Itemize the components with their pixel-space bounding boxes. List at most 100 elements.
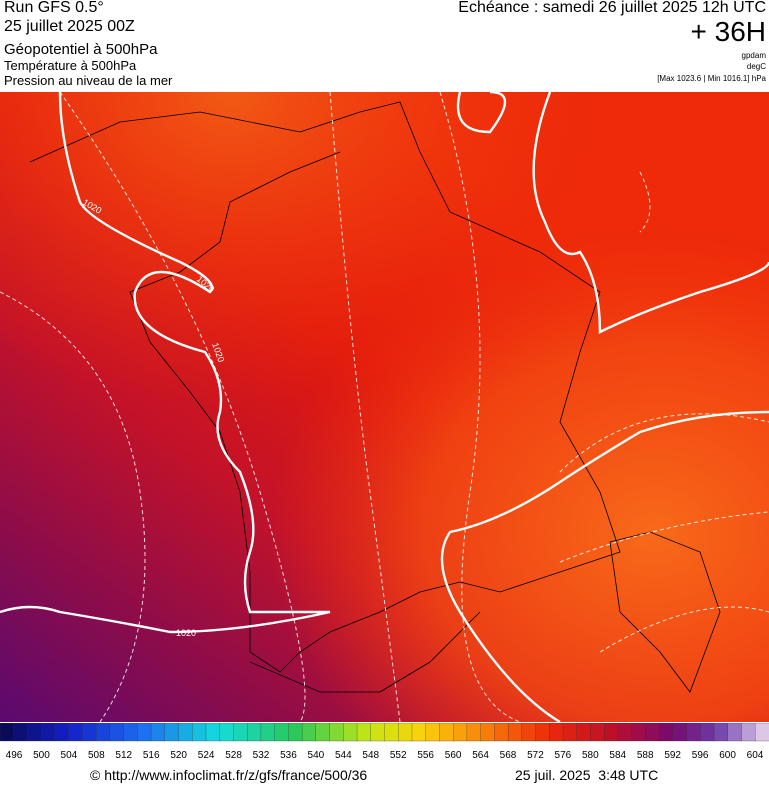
field: Température à 500hPa [4,58,137,73]
color-swatch [713,723,729,742]
color-swatch [494,723,509,742]
color-swatch [164,723,180,742]
color-swatch [631,723,647,742]
color-swatch [507,723,523,742]
color-swatch [82,723,97,742]
legend-label: 596 [692,750,709,761]
color-swatch [123,723,138,742]
color-swatch [466,723,482,742]
color-swatch [453,723,468,742]
legend-label: 524 [198,750,215,761]
color-swatch [384,723,399,742]
color-swatch [150,723,166,742]
unit: degC [746,62,766,71]
color-swatch [247,723,262,742]
legend-label: 568 [500,750,517,761]
color-swatch [109,723,125,742]
legend-label: 532 [253,750,270,761]
color-swatch [741,723,756,742]
color-swatch [41,723,56,742]
color-swatch [274,723,290,742]
legend-label: 556 [417,750,434,761]
legend-label: 572 [527,750,544,761]
timestamp: 25 juil. 2025 3:48 UTC [515,767,659,783]
color-swatch [0,723,15,742]
isobar-label: 1020 [176,628,196,638]
legend-label: 500 [33,750,50,761]
color-swatch [521,723,537,742]
legend-label: 504 [61,750,78,761]
color-swatch [755,723,769,742]
color-swatch [562,723,578,742]
legend-label: 552 [390,750,407,761]
legend-label: 508 [88,750,105,761]
source-url: © http://www.infoclimat.fr/z/gfs/france/… [90,767,368,783]
color-swatch [219,723,235,742]
legend-label: 512 [115,750,132,761]
color-swatch [617,723,633,742]
color-swatch [343,723,358,742]
color-swatch [686,723,701,742]
color-swatch [549,723,564,742]
legend-label: 528 [225,750,242,761]
forecast: Echéance : samedi 26 juillet 2025 12h UT… [458,0,766,16]
run: 25 juillet 2025 00Z [4,18,135,35]
legend-label: 548 [362,750,379,761]
color-swatch [658,723,674,742]
legend-label: 580 [582,750,599,761]
pressure-range: [Max 1023.6 | Min 1016.1] hPa [657,74,766,83]
unit: gpdam [741,51,766,60]
color-swatch [398,723,413,742]
color-swatch [27,723,42,742]
color-swatch [137,723,152,742]
color-swatch [590,723,605,742]
color-swatch [205,723,221,742]
color-swatch [13,723,29,742]
color-swatch [68,723,84,742]
colorbar: 496 500 504 508 512 516 520 524 528 532 536 540 544 5… [0,723,769,761]
legend-label: 576 [555,750,572,761]
color-swatch [425,723,441,742]
color-swatch [95,723,111,742]
legend-label: 540 [308,750,325,761]
color-swatch [604,723,619,742]
color-swatch [645,723,660,742]
color-swatch [370,723,386,742]
legend-label: 536 [280,750,297,761]
temperature-field [0,92,769,722]
color-swatch [700,723,715,742]
legend-label: 560 [445,750,462,761]
isobars [0,92,769,722]
color-swatch [480,723,496,742]
legend-label: 564 [472,750,489,761]
color-swatch [329,723,344,742]
color-swatch [178,723,193,742]
color-swatch [301,723,317,742]
color-swatch [672,723,688,742]
field: Géopotentiel à 500hPa [4,41,158,58]
model: Run GFS 0.5° [4,0,104,16]
legend-label: 584 [609,750,626,761]
legend-label: 604 [747,750,764,761]
legend-label: 544 [335,750,352,761]
isotherms [0,92,769,722]
color-swatch [233,723,248,742]
map: 1020 1020 1020 1020 [0,92,769,722]
legend-label: 588 [637,750,654,761]
lead-time: + 36H [690,16,767,47]
field: Pression au niveau de la mer [4,73,173,88]
legend-label: 516 [143,750,160,761]
color-swatch [356,723,372,742]
color-swatch [54,723,70,742]
color-swatch [315,723,331,742]
legend-label: 600 [719,750,736,761]
color-swatch [727,723,743,742]
color-swatch [192,723,207,742]
color-swatch [288,723,303,742]
color-swatch [411,723,427,742]
legend-label: 520 [170,750,187,761]
legend-label: 592 [664,750,681,761]
legend-label: 496 [6,750,23,761]
color-swatch [439,723,454,742]
